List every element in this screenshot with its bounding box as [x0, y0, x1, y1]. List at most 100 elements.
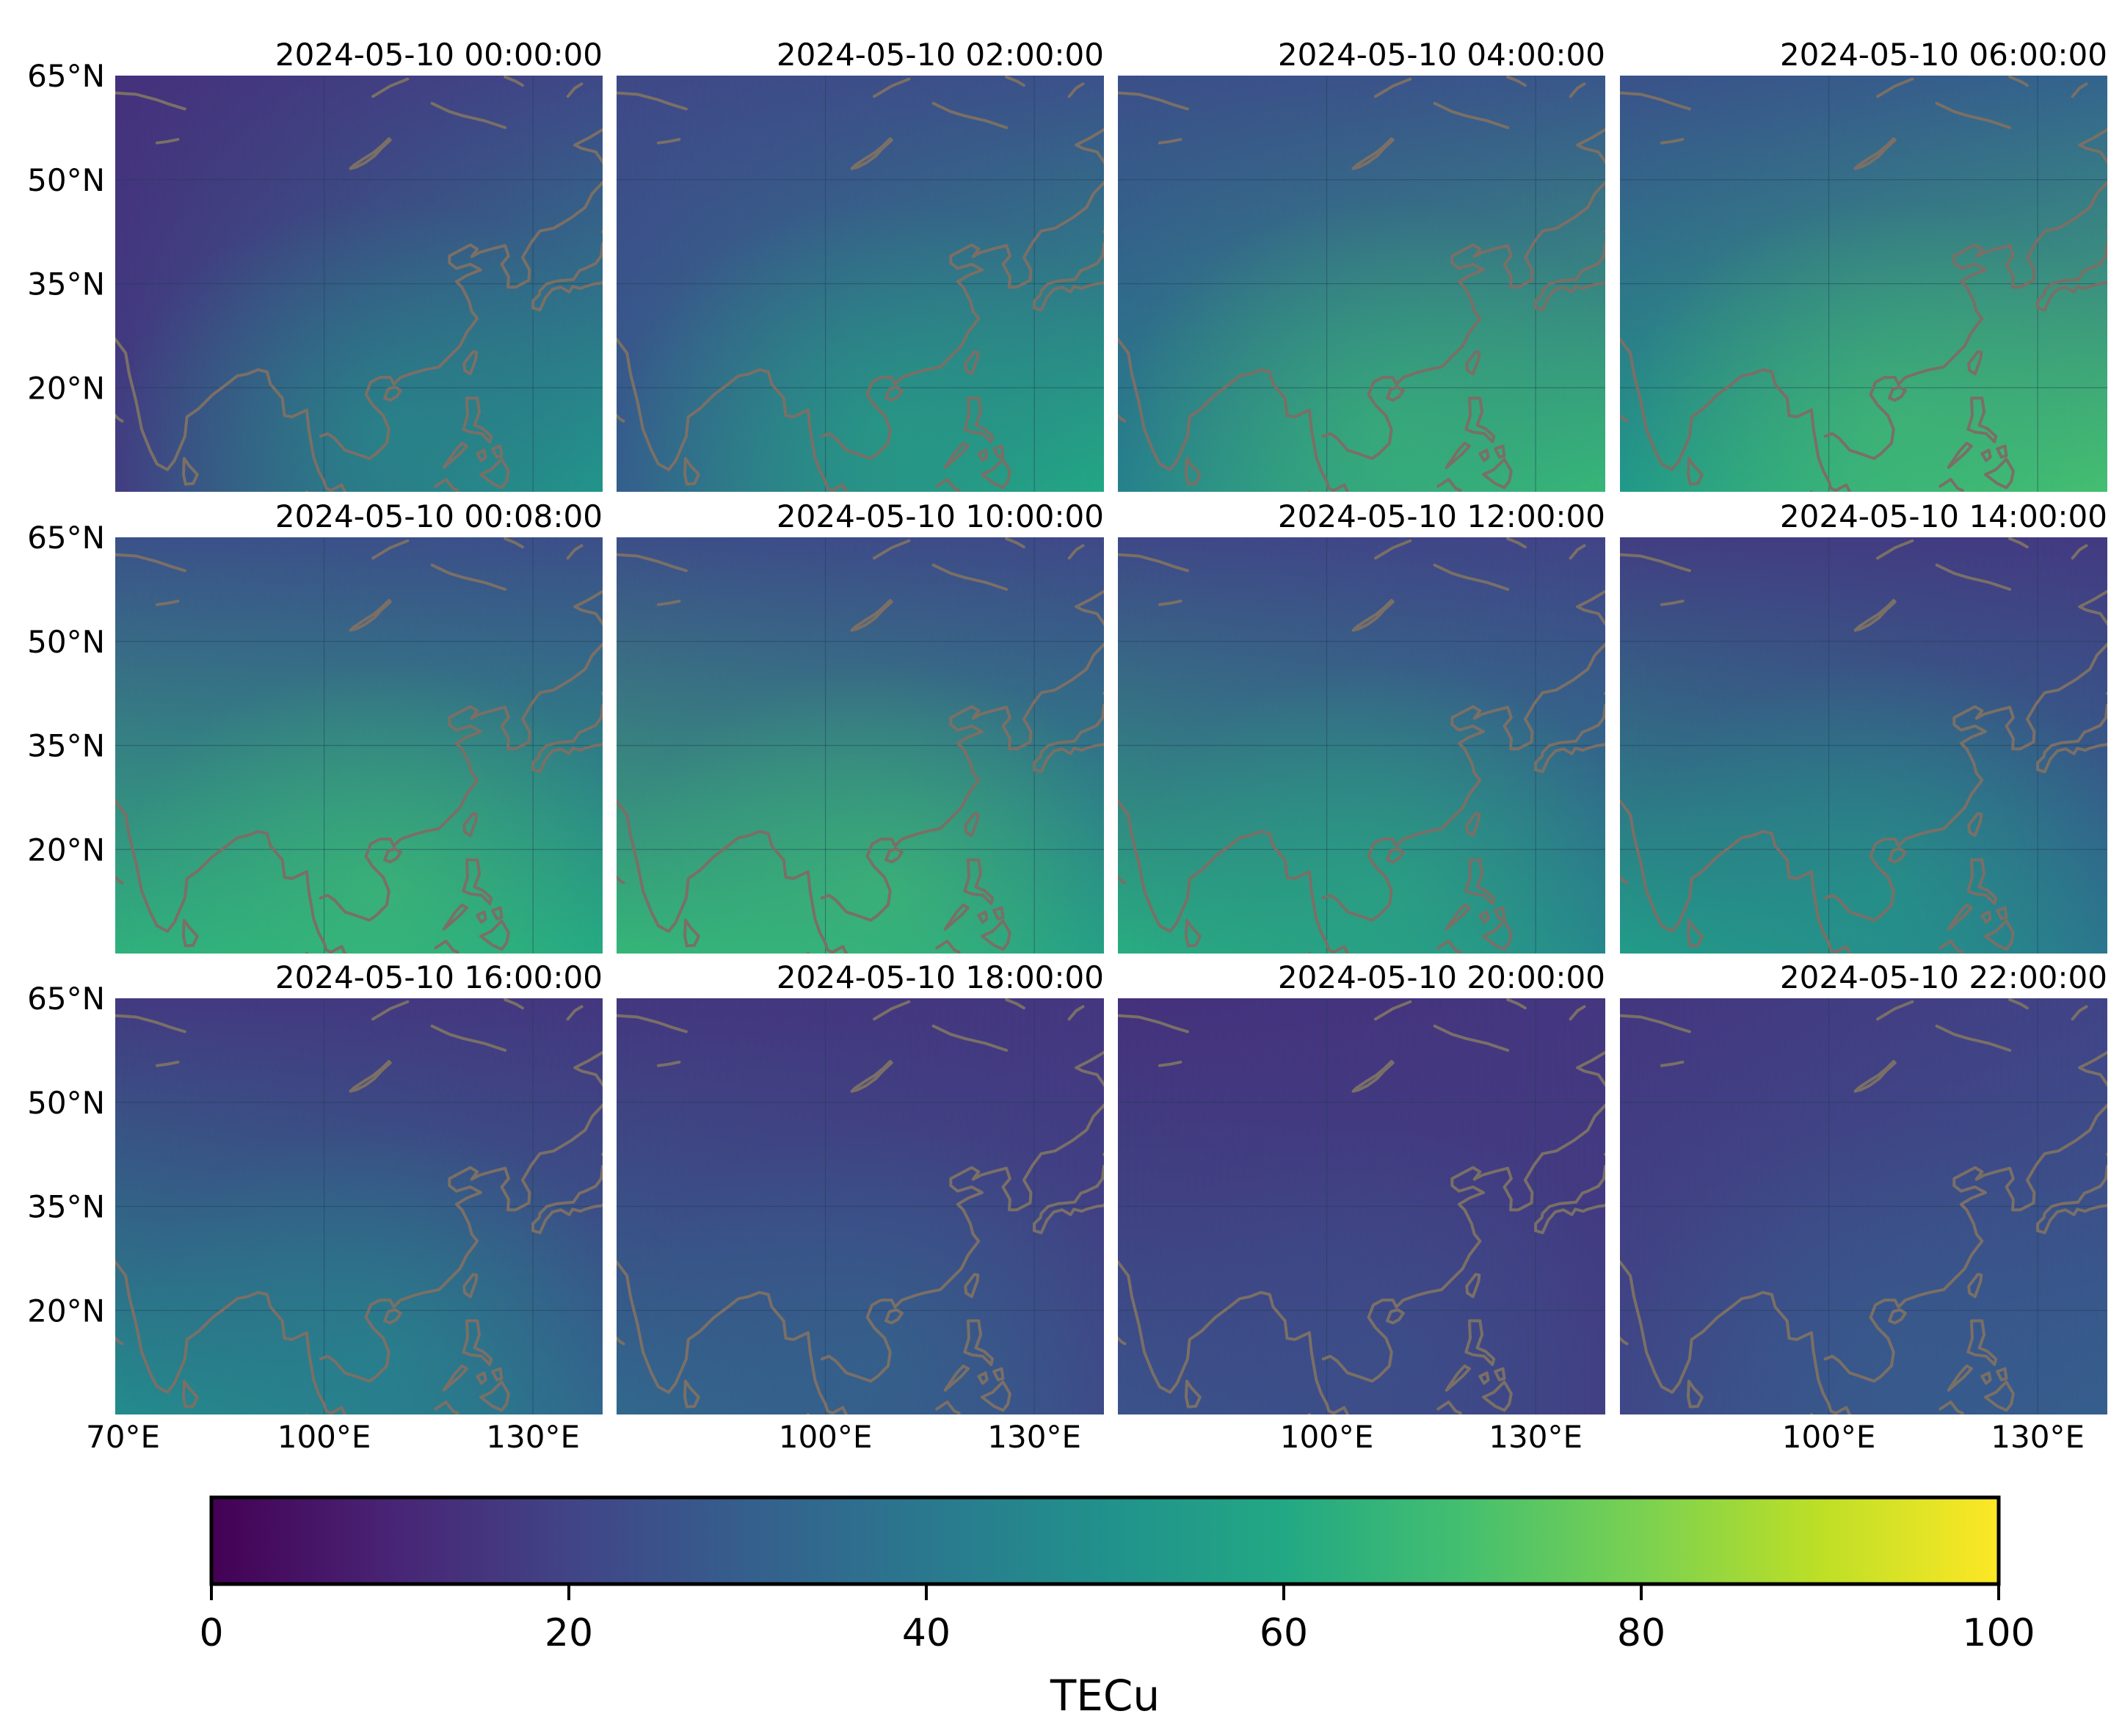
coastline [931, 101, 1009, 129]
coastline [1445, 903, 1471, 931]
coastline [981, 457, 1011, 490]
coastline [1494, 1367, 1506, 1381]
coastline [1876, 539, 1914, 560]
coastline [1465, 350, 1481, 376]
lon-tick-label: 100°E [1782, 1419, 1876, 1455]
coastline [319, 1050, 603, 1383]
coastline [479, 457, 510, 490]
coastline [155, 599, 180, 606]
coastline [531, 1164, 603, 1235]
coastline [1876, 77, 1914, 98]
colorbar-label: TECu [1050, 1671, 1160, 1721]
coastline [1876, 1000, 1914, 1021]
map-panel: 2024-05-10 18:00:00 100°E 130°E [617, 959, 1104, 1455]
coastline [1569, 1005, 1586, 1021]
coastline [115, 338, 346, 492]
coastline [1996, 1367, 2008, 1381]
coastline [115, 876, 124, 885]
panel-title: 2024-05-10 22:00:00 [1780, 959, 2107, 995]
coastline [1478, 910, 1490, 924]
coastline [1534, 241, 1605, 312]
coastline [430, 101, 507, 129]
panel-title: 2024-05-10 12:00:00 [1278, 498, 1605, 534]
coastline [1465, 812, 1481, 838]
lat-tick-label: 35°N [27, 728, 105, 764]
coastline [1966, 858, 1998, 905]
coastline [820, 589, 1104, 922]
coastline [1620, 91, 1691, 111]
lat-tick-label: 35°N [27, 266, 105, 302]
coastline [1033, 1164, 1104, 1235]
coastline [992, 444, 1005, 459]
coastline [1118, 876, 1127, 885]
coastline [1118, 799, 1349, 954]
panel-title: 2024-05-10 00:00:00 [275, 37, 603, 73]
coastline [1005, 998, 1025, 1010]
coastline [1067, 82, 1085, 98]
coastline [1620, 876, 1629, 885]
coastline [1620, 414, 1629, 423]
coastline [656, 1060, 681, 1067]
coastline [1118, 1014, 1189, 1034]
map-panel: 2024-05-10 20:00:00 100°E 130°E [1118, 959, 1605, 1455]
coastline [1980, 1371, 1992, 1385]
coastline [1506, 76, 1527, 87]
coastline [1506, 537, 1527, 549]
coastline [1984, 919, 2015, 951]
lat-tick-label: 20°N [27, 370, 105, 406]
panel-title: 2024-05-10 06:00:00 [1780, 37, 2107, 73]
coastline [1158, 137, 1182, 145]
coastline [1185, 1379, 1202, 1409]
colorbar-tick-label: 20 [545, 1611, 593, 1655]
lat-tick-label: 20°N [27, 1293, 105, 1329]
coastline [683, 1379, 700, 1409]
coastline [935, 940, 961, 954]
coastline [1067, 1005, 1085, 1021]
coastline [1118, 338, 1349, 492]
coastline [1660, 599, 1685, 606]
coastline [1005, 76, 1025, 87]
coastline [1620, 338, 1851, 492]
lat-tick-label: 35°N [27, 1189, 105, 1225]
coastline [683, 918, 700, 948]
coastline [977, 1371, 989, 1385]
map-panel: 2024-05-10 14:00:00 [1620, 498, 2107, 954]
coastline [1620, 553, 1691, 573]
coastline [1996, 444, 2008, 459]
map-panel: 2024-05-10 06:00:00 [1620, 37, 2107, 492]
coastline [2036, 241, 2107, 312]
coastline [1938, 1401, 1964, 1414]
coastline [479, 1380, 510, 1412]
coastline [504, 998, 524, 1010]
coastline [884, 1308, 904, 1325]
coastline [479, 919, 510, 951]
coastline [491, 906, 504, 920]
coastline [1888, 1308, 1907, 1325]
coastline [115, 799, 346, 954]
lon-tick-label: 100°E [779, 1419, 873, 1455]
coastline [1374, 539, 1412, 560]
coastline [931, 1024, 1009, 1052]
coastline [1534, 1164, 1605, 1235]
coastline [1996, 906, 2008, 920]
coastline [820, 1050, 1104, 1383]
lat-tick-label: 50°N [27, 162, 105, 198]
coastline [1067, 544, 1085, 560]
coastline [1620, 799, 1851, 954]
coastline [1967, 350, 1983, 376]
coastline [884, 847, 904, 864]
panel-title: 2024-05-10 04:00:00 [1278, 37, 1605, 73]
lat-tick-label: 50°N [27, 624, 105, 660]
coastline [1118, 553, 1189, 573]
coastline [850, 137, 893, 170]
coastline [371, 77, 410, 98]
panel-title: 2024-05-10 00:08:00 [275, 498, 603, 534]
coastline [2106, 691, 2107, 696]
coastline [1118, 414, 1127, 423]
coastline [371, 1000, 410, 1021]
map-panel-grid: 2024-05-10 00:00:0065°N50°N35°N20°N2024-… [27, 37, 2107, 1455]
coastline [931, 563, 1009, 591]
coastline [935, 1401, 961, 1414]
coastline [462, 858, 493, 905]
